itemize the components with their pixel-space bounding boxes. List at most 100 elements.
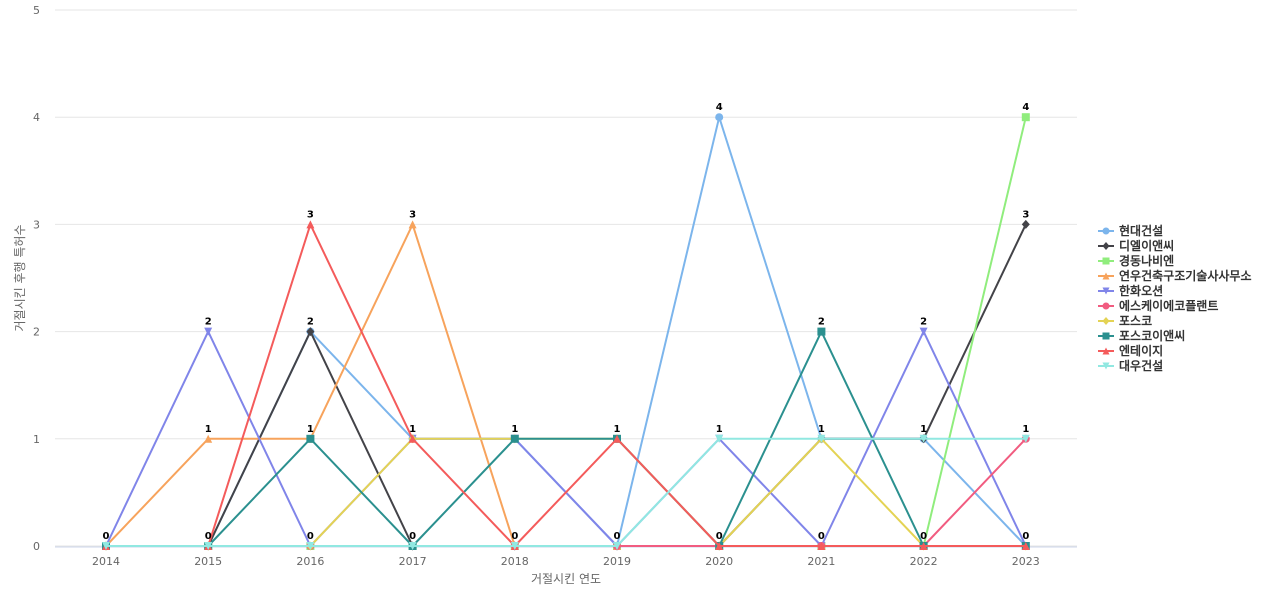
data-point <box>510 434 519 443</box>
legend-marker <box>1102 242 1110 250</box>
data-point <box>510 542 519 550</box>
legend-marker <box>1102 362 1110 370</box>
data-point <box>715 434 724 443</box>
legend-item-1[interactable]: 현대건설 <box>1098 223 1163 238</box>
data-point <box>306 434 315 443</box>
legend-item-9[interactable]: 엔테이지 <box>1098 343 1163 358</box>
data-label: 1 <box>307 424 314 435</box>
y-axis-title: 거절시킨 후행 특허수 <box>12 225 27 332</box>
data-point <box>1021 219 1030 229</box>
data-point <box>1021 542 1030 550</box>
x-tick-label: 2020 <box>705 555 733 568</box>
data-label: 2 <box>205 317 212 328</box>
data-point <box>102 542 110 550</box>
legend-label: 한화오션 <box>1119 283 1163 298</box>
y-tick-label: 5 <box>33 4 40 17</box>
data-point <box>919 434 928 443</box>
data-label: 0 <box>205 531 212 542</box>
data-label: 1 <box>716 424 723 435</box>
legend-marker <box>1102 257 1110 265</box>
legend-label: 경동나비엔 <box>1119 253 1174 268</box>
data-label: 3 <box>1022 209 1029 220</box>
legend-label: 디엘이앤씨 <box>1119 238 1174 253</box>
series-line <box>106 223 1027 547</box>
data-label: 1 <box>1022 424 1029 435</box>
data-point <box>204 542 213 550</box>
x-tick-label: 2015 <box>194 555 222 568</box>
data-label: 0 <box>614 531 621 542</box>
data-label: 1 <box>614 424 621 435</box>
y-tick-label: 0 <box>33 540 40 553</box>
legend-item-7[interactable]: 포스코 <box>1098 314 1152 328</box>
y-tick-label: 3 <box>33 218 40 231</box>
data-label: 0 <box>511 531 518 542</box>
y-tick-label: 4 <box>33 111 40 124</box>
data-point <box>817 542 826 550</box>
data-point <box>408 542 417 550</box>
legend-label: 포스코이앤씨 <box>1119 328 1185 343</box>
data-label: 0 <box>716 531 723 542</box>
legend-item-10[interactable]: 대우건설 <box>1098 358 1163 373</box>
data-label: 2 <box>920 317 927 328</box>
data-label: 2 <box>818 317 825 328</box>
legend-marker <box>1102 227 1110 235</box>
legend-label: 에스케이에코플랜트 <box>1119 298 1218 313</box>
x-tick-label: 2016 <box>296 555 324 568</box>
data-point <box>613 434 621 443</box>
x-tick-label: 2023 <box>1012 555 1040 568</box>
x-tick-label: 2014 <box>92 555 120 568</box>
series-lines <box>102 113 1030 551</box>
data-point <box>919 542 928 550</box>
data-point <box>306 327 315 337</box>
x-tick-label: 2021 <box>807 555 835 568</box>
data-point <box>817 327 826 336</box>
legend-marker <box>1102 287 1110 295</box>
data-point <box>817 434 826 443</box>
data-point <box>204 434 213 443</box>
legend-marker <box>1102 347 1110 355</box>
data-point <box>306 542 315 550</box>
y-tick-label: 2 <box>33 326 40 339</box>
data-point <box>204 327 213 336</box>
series-4 <box>102 220 1030 550</box>
series-line <box>105 223 1026 547</box>
data-label: 1 <box>205 424 212 435</box>
legend-marker <box>1102 317 1110 325</box>
legend-marker <box>1102 302 1110 310</box>
legend-label: 포스코 <box>1119 314 1152 328</box>
data-label: 2 <box>307 317 314 328</box>
data-label: 0 <box>103 531 110 542</box>
y-tick-label: 1 <box>33 433 40 446</box>
series-10 <box>102 434 1030 550</box>
legend-item-4[interactable]: 연우건축구조기술사사무소 <box>1098 268 1251 283</box>
data-point <box>408 434 417 443</box>
series-line <box>106 223 1026 547</box>
legend-item-8[interactable]: 포스코이앤씨 <box>1098 328 1185 343</box>
data-label: 0 <box>920 531 927 542</box>
data-point <box>1021 434 1030 443</box>
legend-item-5[interactable]: 한화오션 <box>1098 283 1163 298</box>
data-label: 3 <box>409 209 416 220</box>
legend-label: 대우건설 <box>1119 358 1163 373</box>
data-label: 4 <box>1022 102 1029 113</box>
series-line <box>106 437 1026 547</box>
legend-marker <box>1102 272 1110 280</box>
data-point <box>715 113 724 122</box>
data-label: 0 <box>409 531 416 542</box>
y-axis-ticks: 0 1 2 3 4 5 <box>33 4 40 553</box>
data-label: 0 <box>818 531 825 542</box>
legend-item-3[interactable]: 경동나비엔 <box>1098 253 1174 268</box>
data-point <box>306 220 315 229</box>
data-point <box>919 327 928 336</box>
legend: 현대건설디엘이앤씨경동나비엔연우건축구조기술사사무소한화오션에스케이에코플랜트포… <box>1098 223 1251 373</box>
legend-item-6[interactable]: 에스케이에코플랜트 <box>1098 298 1218 313</box>
legend-item-2[interactable]: 디엘이앤씨 <box>1098 238 1174 253</box>
data-label: 1 <box>409 424 416 435</box>
data-label: 0 <box>307 531 314 542</box>
series-9 <box>102 220 1030 550</box>
data-point <box>408 220 417 229</box>
x-tick-label: 2018 <box>501 555 529 568</box>
data-label: 4 <box>716 102 723 113</box>
legend-marker <box>1102 332 1110 340</box>
